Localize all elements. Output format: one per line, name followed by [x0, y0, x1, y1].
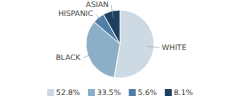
- pie: [86, 10, 154, 78]
- label-connector: [147, 46, 159, 47]
- label-connector: [83, 53, 94, 58]
- legend-swatch: [129, 89, 136, 96]
- slice-label: WHITE: [162, 43, 187, 52]
- legend-label: 5.6%: [138, 88, 157, 97]
- legend-swatch: [47, 89, 54, 96]
- pie-slice: [103, 10, 120, 44]
- labels: WHITE BLACK HISPANICASIAN: [56, 0, 187, 62]
- legend: 52.8% 33.5% 5.6% 8.1%: [47, 88, 193, 97]
- slice-label: ASIAN: [86, 0, 109, 9]
- chart: WHITE BLACK HISPANICASIAN 52.8% 33.5% 5.6% 8.1…: [0, 0, 240, 100]
- slice-label: HISPANIC: [58, 9, 93, 18]
- label-connector: [96, 14, 103, 23]
- legend-label: 52.8%: [56, 88, 80, 97]
- legend-swatch: [88, 89, 95, 96]
- legend-label: 8.1%: [174, 88, 193, 97]
- legend-swatch: [165, 89, 172, 96]
- legend-label: 33.5%: [97, 88, 121, 97]
- label-connector: [111, 5, 113, 18]
- slice-label: BLACK: [56, 53, 82, 62]
